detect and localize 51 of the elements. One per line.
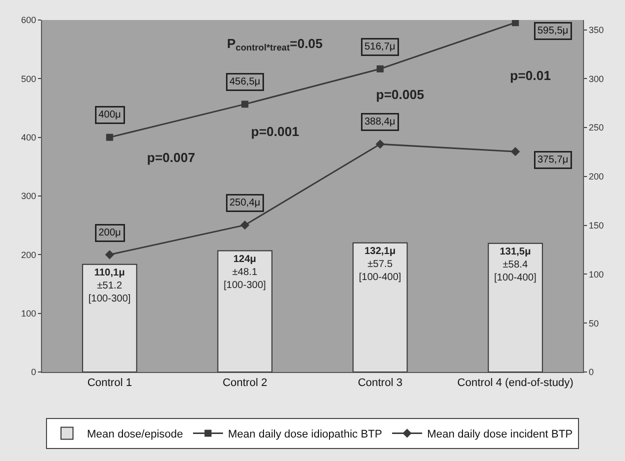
- bar: [82, 264, 138, 372]
- x-tick-label: Control 1: [87, 377, 132, 390]
- x-tick-label: Control 3: [358, 377, 402, 390]
- y2-tick-label: 300: [588, 74, 604, 84]
- y-tick-label: 600: [21, 15, 36, 26]
- y2-tick-label: 150: [588, 220, 604, 230]
- y-tick-label: 0: [31, 367, 36, 378]
- y-tick-label: 100: [21, 308, 36, 318]
- annotation: p=0.005: [376, 87, 424, 102]
- data-label: 400μ: [98, 110, 122, 120]
- y2-tick-label: 0: [588, 367, 594, 378]
- data-label: 132,1μ ±57.5 [100-400]: [358, 246, 402, 283]
- bar: [488, 242, 543, 372]
- data-label: 124μ ±48.1 [100-300]: [224, 254, 266, 291]
- point: [376, 65, 384, 72]
- y-tick-label: 300: [21, 191, 36, 202]
- annotation: p=0.001: [251, 124, 300, 139]
- data-label: 388,4μ: [364, 116, 396, 128]
- legend-label: Mean daily dose idiopathic BTP: [228, 428, 382, 441]
- y-tick-label: 500: [21, 74, 36, 84]
- data-label: 200μ: [98, 228, 122, 238]
- annotation: p=0.007: [147, 150, 196, 165]
- legend-label: Mean daily dose incident BTP: [427, 428, 573, 441]
- y2-tick-label: 100: [588, 269, 604, 280]
- y-tick-label: 400: [21, 132, 36, 142]
- y2-tick-label: 350: [588, 24, 604, 35]
- x-tick-label: Control 4 (end-of-study): [457, 377, 574, 390]
- point: [105, 250, 114, 260]
- x-tick-label: Control 2: [222, 377, 268, 390]
- y2-tick-label: 250: [588, 122, 604, 133]
- y2-tick-label: 200: [588, 172, 604, 182]
- data-label: 516,7μ: [364, 42, 396, 52]
- point: [241, 100, 248, 108]
- point: [106, 134, 114, 141]
- data-label: 131,5μ ±58.4 [100-400]: [494, 246, 537, 284]
- data-label: 375,7μ: [538, 154, 569, 166]
- data-label: 456,5μ: [230, 76, 261, 88]
- bar: [217, 250, 272, 372]
- data-label: 250,4μ: [230, 198, 261, 208]
- point: [510, 147, 520, 156]
- data-label: 110,1μ ±51.2 [100-300]: [88, 267, 131, 304]
- point: [376, 140, 385, 149]
- bar: [352, 242, 408, 372]
- legend-label: Mean dose/episode: [87, 428, 184, 441]
- y2-tick-label: 50: [588, 318, 599, 328]
- annotation: p=0.01: [510, 68, 551, 83]
- point: [512, 20, 519, 26]
- point: [240, 220, 250, 230]
- data-label: 595,5μ: [538, 26, 569, 36]
- annotation: P$_{control*treat}$=0.05: [227, 36, 323, 53]
- y-tick-label: 200: [21, 250, 36, 260]
